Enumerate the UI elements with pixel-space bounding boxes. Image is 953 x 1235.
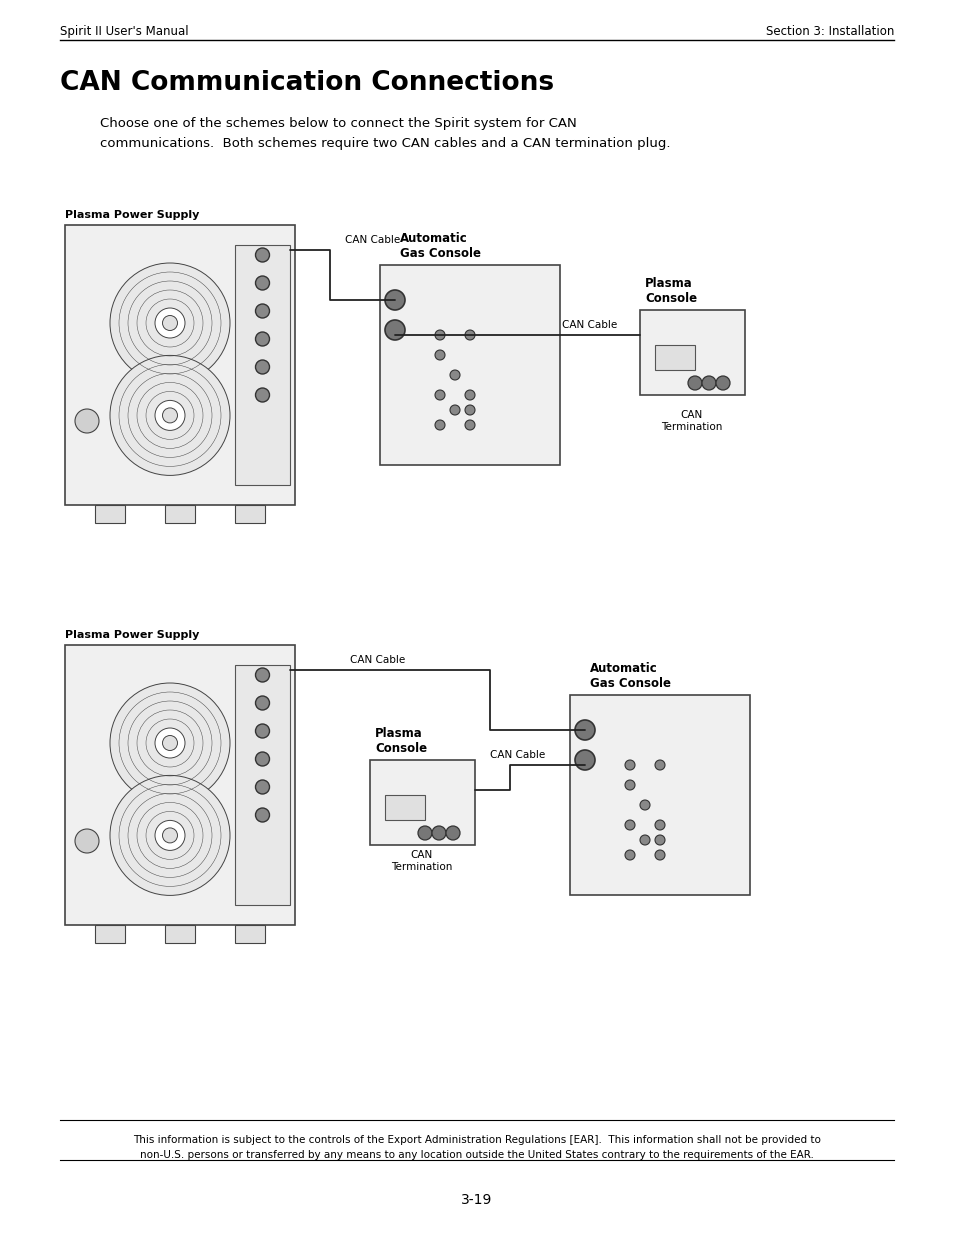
Circle shape xyxy=(162,827,177,844)
Text: CAN
Termination: CAN Termination xyxy=(660,410,722,431)
FancyBboxPatch shape xyxy=(95,505,125,522)
FancyBboxPatch shape xyxy=(95,925,125,944)
Text: 3-19: 3-19 xyxy=(461,1193,492,1207)
FancyBboxPatch shape xyxy=(655,345,695,370)
Circle shape xyxy=(624,850,635,860)
Circle shape xyxy=(255,724,269,739)
Circle shape xyxy=(255,332,269,346)
Circle shape xyxy=(464,330,475,340)
Circle shape xyxy=(154,308,185,338)
Text: CAN Cable: CAN Cable xyxy=(350,655,405,664)
Text: CAN Cable: CAN Cable xyxy=(490,750,545,760)
Circle shape xyxy=(624,820,635,830)
FancyBboxPatch shape xyxy=(370,760,475,845)
Circle shape xyxy=(162,315,177,331)
Text: Section 3: Installation: Section 3: Installation xyxy=(765,25,893,38)
Circle shape xyxy=(435,390,444,400)
Circle shape xyxy=(255,359,269,374)
Circle shape xyxy=(255,304,269,317)
Circle shape xyxy=(655,760,664,769)
Circle shape xyxy=(162,408,177,422)
Circle shape xyxy=(385,320,405,340)
Text: Choose one of the schemes below to connect the Spirit system for CAN
communicati: Choose one of the schemes below to conne… xyxy=(100,117,670,149)
Circle shape xyxy=(154,727,185,758)
Text: Plasma Power Supply: Plasma Power Supply xyxy=(65,210,199,220)
FancyBboxPatch shape xyxy=(234,245,290,485)
FancyBboxPatch shape xyxy=(234,925,265,944)
Circle shape xyxy=(655,850,664,860)
Circle shape xyxy=(655,820,664,830)
Text: Spirit II User's Manual: Spirit II User's Manual xyxy=(60,25,189,38)
FancyBboxPatch shape xyxy=(65,645,294,925)
Circle shape xyxy=(255,248,269,262)
Circle shape xyxy=(575,720,595,740)
Circle shape xyxy=(255,388,269,403)
Circle shape xyxy=(435,330,444,340)
FancyBboxPatch shape xyxy=(165,925,194,944)
Circle shape xyxy=(255,781,269,794)
Text: CAN
Termination: CAN Termination xyxy=(391,850,453,872)
Circle shape xyxy=(716,375,729,390)
Circle shape xyxy=(624,781,635,790)
Circle shape xyxy=(639,835,649,845)
FancyBboxPatch shape xyxy=(65,225,294,505)
FancyBboxPatch shape xyxy=(379,266,559,466)
Circle shape xyxy=(464,390,475,400)
Circle shape xyxy=(255,275,269,290)
Circle shape xyxy=(110,356,230,475)
Text: CAN Cable: CAN Cable xyxy=(561,320,617,330)
Circle shape xyxy=(687,375,701,390)
Circle shape xyxy=(432,826,446,840)
Text: This information is subject to the controls of the Export Administration Regulat: This information is subject to the contr… xyxy=(132,1135,821,1160)
Circle shape xyxy=(110,683,230,803)
Text: CAN Communication Connections: CAN Communication Connections xyxy=(60,70,554,96)
FancyBboxPatch shape xyxy=(569,695,749,895)
Circle shape xyxy=(255,752,269,766)
Circle shape xyxy=(255,697,269,710)
Circle shape xyxy=(435,420,444,430)
FancyBboxPatch shape xyxy=(639,310,744,395)
Circle shape xyxy=(464,405,475,415)
Text: Automatic
Gas Console: Automatic Gas Console xyxy=(589,662,670,690)
Circle shape xyxy=(75,829,99,853)
Circle shape xyxy=(701,375,716,390)
Text: Automatic
Gas Console: Automatic Gas Console xyxy=(399,232,480,261)
Circle shape xyxy=(417,826,432,840)
Text: Plasma
Console: Plasma Console xyxy=(375,727,427,755)
Circle shape xyxy=(655,835,664,845)
Circle shape xyxy=(255,668,269,682)
Circle shape xyxy=(154,400,185,431)
Circle shape xyxy=(110,776,230,895)
Circle shape xyxy=(575,750,595,769)
Circle shape xyxy=(639,800,649,810)
Circle shape xyxy=(154,820,185,851)
Text: Plasma
Console: Plasma Console xyxy=(644,277,697,305)
Circle shape xyxy=(446,826,459,840)
Circle shape xyxy=(464,420,475,430)
FancyBboxPatch shape xyxy=(165,505,194,522)
FancyBboxPatch shape xyxy=(234,505,265,522)
Text: Plasma Power Supply: Plasma Power Supply xyxy=(65,630,199,640)
Circle shape xyxy=(255,808,269,823)
Circle shape xyxy=(162,736,177,751)
Circle shape xyxy=(75,409,99,433)
Text: CAN Cable: CAN Cable xyxy=(345,235,400,245)
Circle shape xyxy=(385,290,405,310)
Circle shape xyxy=(435,350,444,359)
Circle shape xyxy=(450,405,459,415)
Circle shape xyxy=(110,263,230,383)
Circle shape xyxy=(624,760,635,769)
FancyBboxPatch shape xyxy=(385,795,424,820)
FancyBboxPatch shape xyxy=(234,664,290,905)
Circle shape xyxy=(450,370,459,380)
